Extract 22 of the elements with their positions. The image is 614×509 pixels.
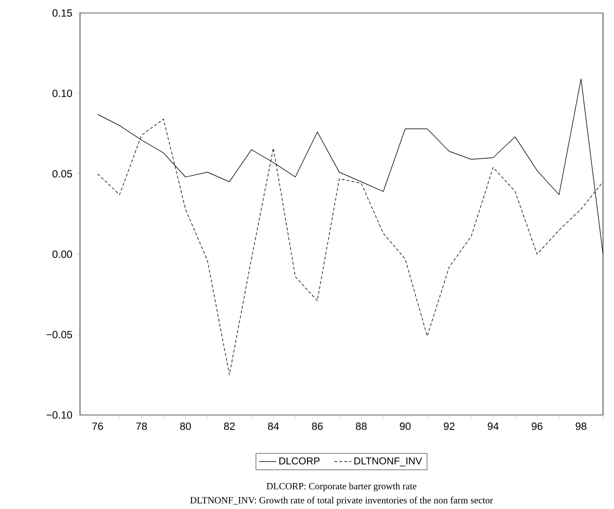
- legend-label: DLCORP: [279, 457, 320, 464]
- x-tick-label: 94: [488, 422, 499, 430]
- legend-label: DLTNONF_INV: [354, 457, 422, 466]
- x-tick-label: 88: [356, 422, 367, 430]
- x-tick-label: 90: [400, 422, 411, 430]
- text: DLTNONF_INV: Growth rate of total private inventories of the non farm sector: [190, 496, 493, 506]
- x-tick-label: 92: [444, 422, 454, 430]
- x-tick-label: 80: [180, 422, 191, 430]
- y-tick-label: 0.10: [52, 90, 72, 98]
- x-tick-label: 86: [312, 422, 323, 430]
- x-tick-label: 98: [576, 422, 586, 430]
- x-tick-label: 82: [224, 422, 235, 430]
- y-tick-label: −0.10: [46, 411, 72, 419]
- x-tick-label: 76: [92, 422, 103, 430]
- y-tick-label: −0.05: [46, 330, 72, 338]
- x-tick-label: 78: [136, 422, 147, 430]
- y-tick-label: 0.05: [52, 170, 72, 178]
- x-tick-label: 84: [268, 422, 279, 430]
- y-tick-label: 0.15: [52, 9, 72, 17]
- text: DLCORP: Corporate barter growth rate: [266, 482, 416, 492]
- x-tick-label: 96: [532, 422, 542, 430]
- y-tick-label: 0.00: [52, 250, 72, 258]
